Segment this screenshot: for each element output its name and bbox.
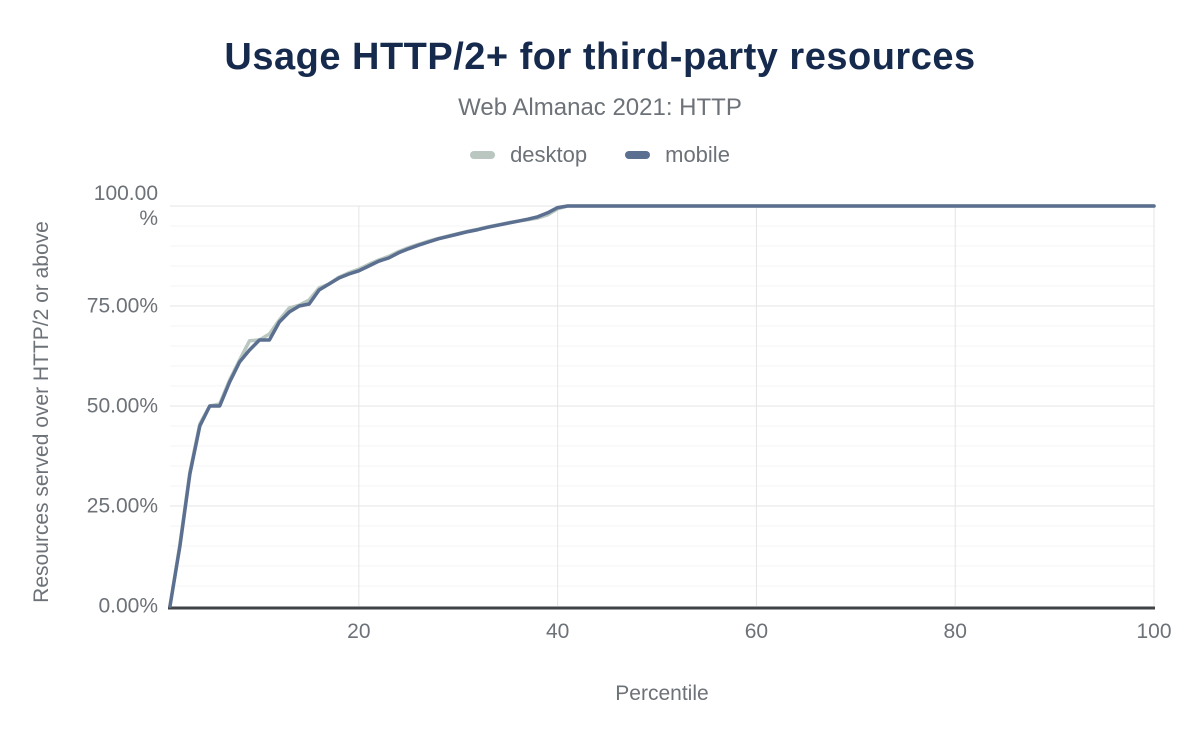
x-tick-label: 100 [1136, 620, 1172, 643]
x-tick-label: 20 [347, 620, 371, 643]
chart-subtitle: Web Almanac 2021: HTTP [458, 94, 742, 121]
y-tick-label: 25.00% [86, 494, 158, 518]
legend-item-mobile[interactable]: mobile [625, 142, 730, 168]
y-tick-label: 100.00 % [93, 181, 158, 230]
legend: desktop mobile [0, 142, 1200, 168]
x-axis-title: Percentile [615, 682, 709, 705]
legend-label-desktop: desktop [510, 142, 588, 167]
x-tick-label: 40 [545, 620, 570, 643]
y-tick-label: 75.00% [86, 294, 158, 318]
y-tick-label: 0.00% [98, 594, 158, 618]
legend-label-mobile: mobile [665, 142, 730, 167]
mobile-series-line[interactable] [168, 204, 1156, 608]
mobile-series-swatch [625, 151, 651, 159]
chart-title: Usage HTTP/2+ for third-party resources [224, 36, 976, 78]
legend-item-desktop[interactable]: desktop [470, 142, 587, 168]
y-tick-label: 50.00% [86, 394, 158, 418]
x-tick-label: 80 [943, 620, 967, 643]
x-tick-label: 60 [744, 620, 769, 643]
desktop-series-swatch [470, 151, 496, 159]
